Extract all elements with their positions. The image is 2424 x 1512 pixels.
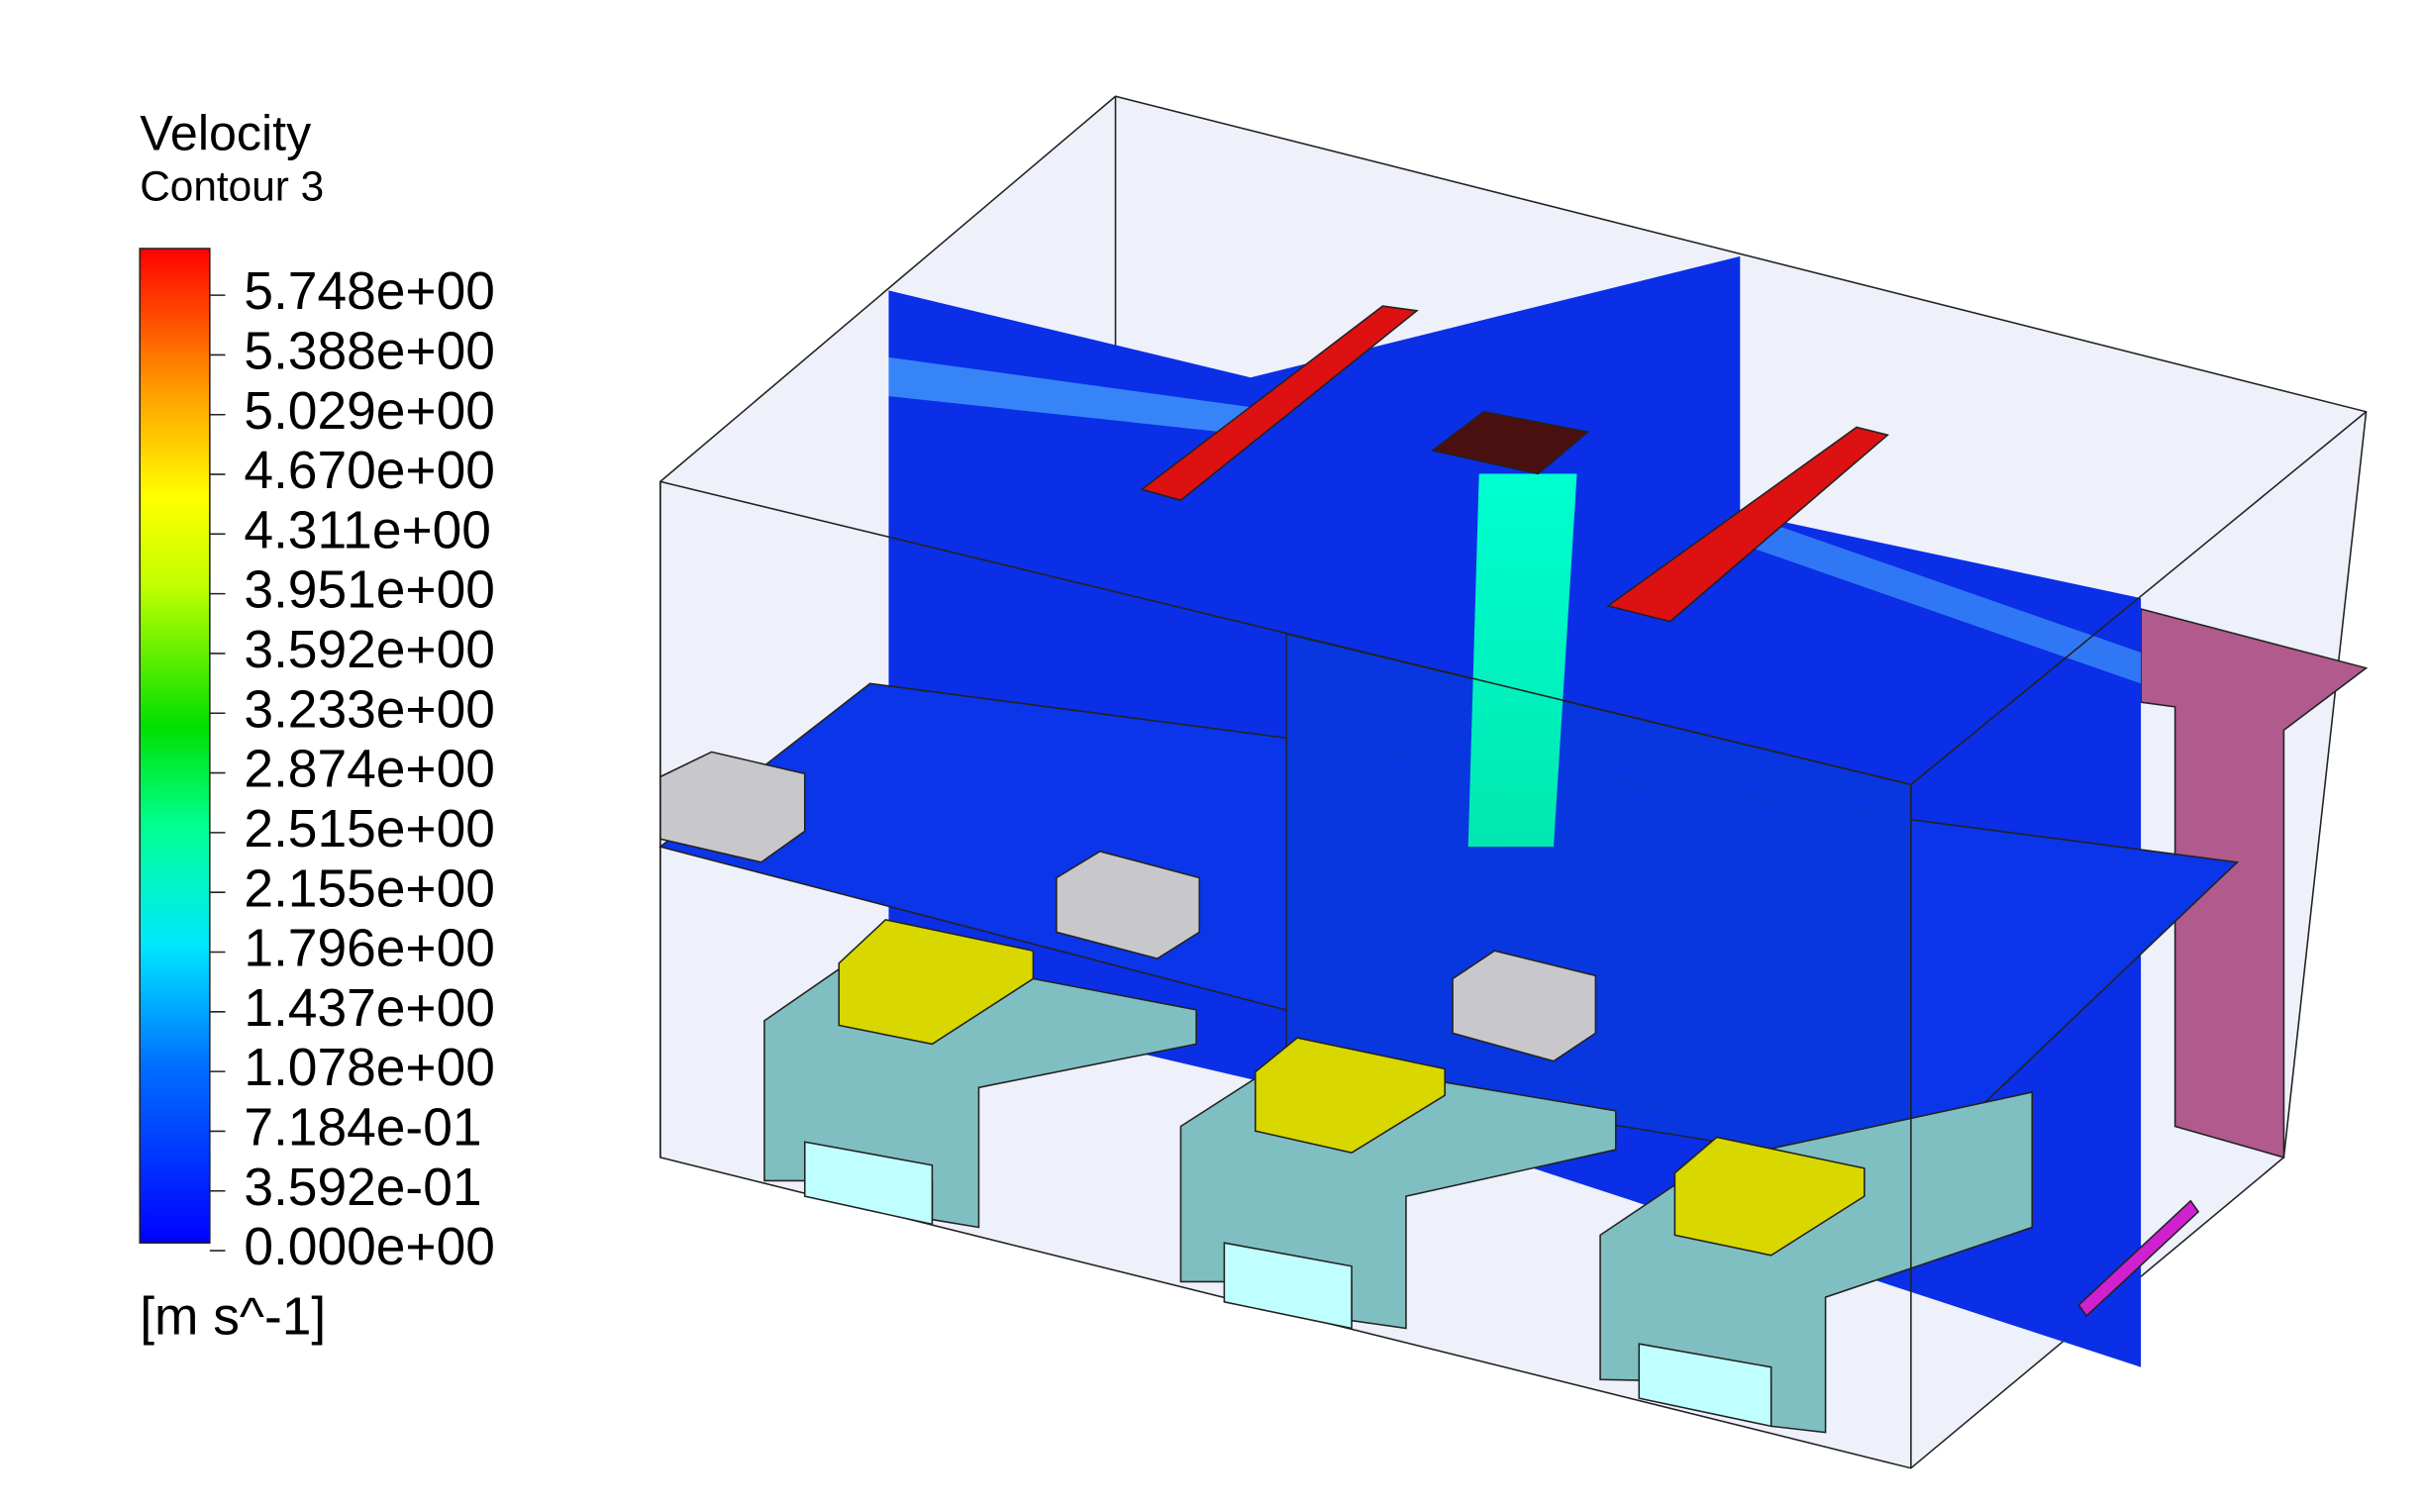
- colorbar-tick-label: 1.078e+00: [244, 1039, 495, 1097]
- colorbar-tick-label: 2.155e+00: [244, 859, 495, 918]
- colorbar-tick-label: 3.592e+00: [244, 621, 495, 679]
- equipment-base: [1223, 1242, 1353, 1330]
- legend-title: Velocity: [140, 105, 311, 160]
- colorbar-tick-label: 4.311e+00: [244, 501, 491, 559]
- colorbar-tick-label: 1.437e+00: [244, 979, 495, 1038]
- gray-unit: [1452, 950, 1597, 1062]
- colorbar-tick-label: 2.515e+00: [244, 800, 495, 858]
- colorbar-tick-label: 5.748e+00: [244, 262, 495, 321]
- colorbar-tick-label: 3.233e+00: [244, 680, 495, 739]
- colorbar-tick-label: 5.029e+00: [244, 382, 495, 441]
- colorbar-tick-label: 3.951e+00: [244, 561, 495, 620]
- jet-plume: [1740, 512, 2142, 684]
- yellow-unit: [1673, 1136, 1866, 1257]
- colorbar: [139, 248, 211, 1244]
- yellow-unit: [1254, 1037, 1446, 1155]
- equipment-base: [803, 1141, 934, 1226]
- colorbar-tick-label: 7.184e-01: [244, 1099, 481, 1158]
- jet-plume: [888, 356, 1252, 436]
- jet-strip: [1467, 473, 1577, 848]
- ceiling-vent: [1430, 410, 1590, 475]
- legend-unit: [m s^-1]: [140, 1288, 326, 1347]
- yellow-unit: [838, 918, 1035, 1046]
- supply-bar: [1140, 305, 1419, 502]
- colorbar-tick-label: 2.874e+00: [244, 741, 495, 799]
- colorbar-tick-label: 3.592e-01: [244, 1159, 481, 1217]
- colorbar-ticks: 5.748e+005.388e+005.029e+004.670e+004.31…: [209, 262, 495, 1276]
- colorbar-tick-label: 1.796e+00: [244, 920, 495, 978]
- scene: Velocity Contour 3 5.748e+005.388e+005.0…: [139, 95, 2369, 1469]
- colorbar-tick-label: 5.388e+00: [244, 323, 495, 381]
- side-duct: [2140, 608, 2369, 1159]
- equipment-base: [1638, 1343, 1772, 1428]
- colorbar-tick-label: 4.670e+00: [244, 442, 495, 500]
- colorbar-tick-label: 0.000e+00: [244, 1218, 495, 1276]
- legend-subtitle: Contour 3: [140, 163, 324, 210]
- supply-bar: [1606, 426, 1889, 623]
- gray-unit: [1056, 850, 1201, 959]
- outlet: [2077, 1199, 2200, 1318]
